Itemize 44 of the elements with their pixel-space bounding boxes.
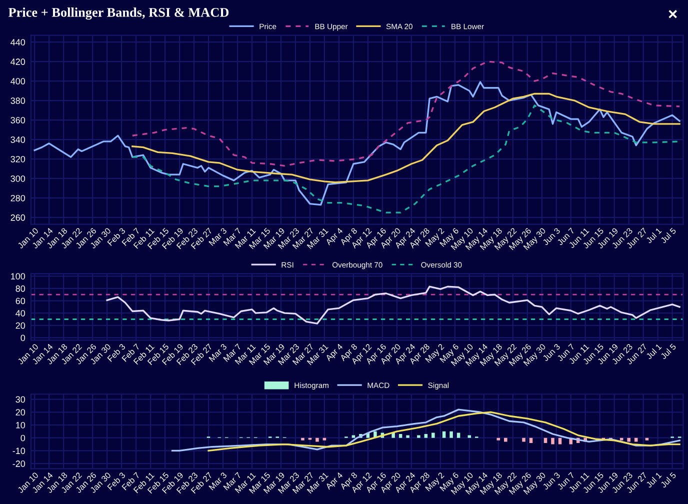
bar: [529, 438, 533, 443]
bar: [316, 438, 319, 442]
y-tick-label: 20: [16, 322, 26, 329]
y-tick-label: -20: [12, 460, 26, 467]
x-tick-label: Jul 1: [645, 472, 662, 488]
y-tick-label: 0: [20, 434, 26, 442]
bar: [301, 438, 304, 440]
y-tick-label: 300: [10, 175, 26, 182]
bar: [450, 431, 453, 438]
y-tick-label: 340: [10, 136, 26, 143]
bar: [417, 435, 420, 438]
x-tick-label: Jul 1: [645, 227, 662, 244]
chart-title: Price + Bollinger Bands, RSI & MACD: [8, 8, 229, 20]
y-tick-label: 0: [20, 334, 26, 342]
bar: [522, 438, 526, 442]
y-tick-label: 30: [16, 396, 26, 403]
bar: [432, 432, 435, 438]
bar: [456, 432, 460, 438]
bar: [544, 438, 548, 443]
bar: [406, 435, 410, 438]
y-tick-label: 40: [16, 310, 26, 316]
y-tick-label: 60: [16, 298, 26, 304]
y-tick-label: -10: [12, 448, 26, 454]
y-tick-label: 360: [10, 117, 26, 124]
bar: [558, 438, 562, 444]
y-tick-label: 10: [16, 422, 26, 428]
y-tick-label: 400: [10, 78, 26, 84]
y-tick-label: 260: [10, 214, 26, 221]
bar: [627, 438, 630, 442]
bar: [442, 431, 446, 438]
y-tick-label: 280: [10, 194, 26, 202]
text: ×: [668, 10, 677, 18]
bar: [398, 434, 402, 438]
bar: [424, 434, 428, 438]
bar: [551, 438, 554, 444]
y-tick-label: 80: [16, 285, 26, 292]
x-tick-label: Jul 1: [645, 343, 662, 360]
y-tick-label: 420: [10, 58, 26, 65]
bar: [504, 438, 508, 442]
y-tick-label: 440: [10, 39, 26, 46]
y-tick-label: 380: [10, 98, 26, 104]
y-tick-label: 20: [16, 409, 26, 416]
y-tick-label: 100: [11, 273, 26, 280]
y-tick-label: 320: [10, 156, 26, 162]
